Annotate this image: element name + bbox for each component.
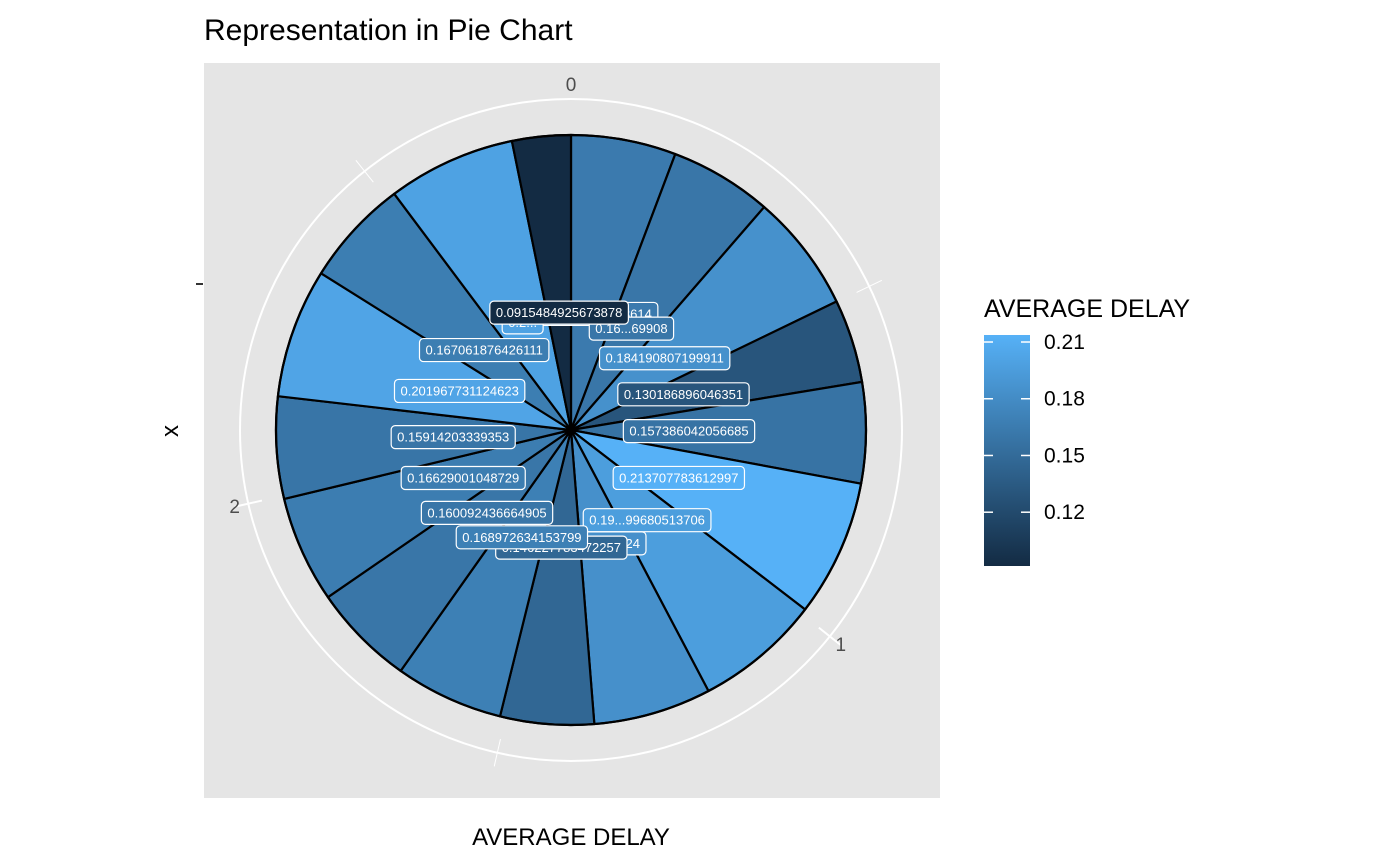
y-axis-title: x [157,425,184,437]
data-label-box [582,508,712,533]
data-label: 0.160092436664905 [420,500,554,525]
data-label: 0.16629001048729 [400,465,526,491]
grid-line [493,738,501,767]
data-label: 0.167061876426111 [418,337,550,363]
data-label: 0.157386042056685 [622,419,756,444]
data-label: 0.130186896046351 [617,382,750,407]
grid-line [818,626,842,646]
data-label-text: 0.167061876426111 [425,343,542,358]
x-axis-title: AVERAGE DELAY [472,824,670,851]
grid-line [856,279,883,293]
data-label-box [617,382,750,407]
tick-layer: 0 1 2 [229,75,846,656]
grid-line [234,499,263,508]
legend-title: AVERAGE DELAY [984,295,1190,323]
data-label-text: 0.184190807199911 [606,351,724,366]
chart-title: Representation in Pie Chart [204,14,573,47]
data-label-box [390,425,516,450]
grid-line [355,159,374,183]
data-label-box [393,378,526,404]
theta-tick-label: 1 [835,635,846,656]
data-label: 0.201967731124623 [393,378,526,404]
data-label-text: 0.15914203339353 [397,430,509,445]
data-label-box [622,419,756,444]
data-label-text: 0.157386042056685 [629,424,748,439]
data-label-text: 0.160092436664905 [427,505,546,520]
pie-outline [274,133,868,727]
data-label-text: 0.201967731124623 [400,383,518,398]
legend: AVERAGE DELAY 0.21 0.18 0.15 0.12 [984,295,1190,566]
theta-tick-label: 0 [566,75,577,96]
data-label-box [400,465,526,491]
data-label-box [612,465,746,491]
data-label-text: 0.16...69908 [595,321,667,336]
data-label: 0.19...99680513706 [582,508,712,533]
grid-circle [239,98,903,762]
data-label: 0.0915484925673878 [489,300,629,325]
data-label-text: 0.16629001048729 [407,471,519,486]
data-label-box [489,300,629,325]
data-label-text: 0.213707783612997 [619,470,738,485]
data-label: 0.168972634153799 [455,525,589,550]
legend-colorbar [984,335,1030,566]
legend-tick-label: 0.21 [1044,331,1085,354]
legend-tick-label: 0.15 [1044,444,1085,467]
legend-tick-label: 0.12 [1044,501,1085,524]
data-label-box [455,525,589,550]
data-label-box [598,346,731,371]
data-label-text: 0.168972634153799 [462,530,581,545]
data-label-box [418,337,550,363]
data-label-text: 0.0915484925673878 [496,305,623,320]
legend-ticks: 0.21 0.18 0.15 0.12 [984,331,1085,524]
label-layer: 0.1639488716236140.16...699080.184190807… [390,300,756,560]
data-label: 0.213707783612997 [612,465,746,491]
theta-tick-label: 2 [229,497,240,518]
data-label: 0.184190807199911 [598,346,731,371]
data-label-box [420,500,554,525]
grid-layer [234,98,903,767]
data-label-text: 0.130186896046351 [624,387,743,402]
slice-layer [274,133,868,727]
data-label-text: 0.19...99680513706 [589,513,705,528]
legend-tick-label: 0.18 [1044,388,1085,411]
data-label: 0.15914203339353 [390,425,516,450]
